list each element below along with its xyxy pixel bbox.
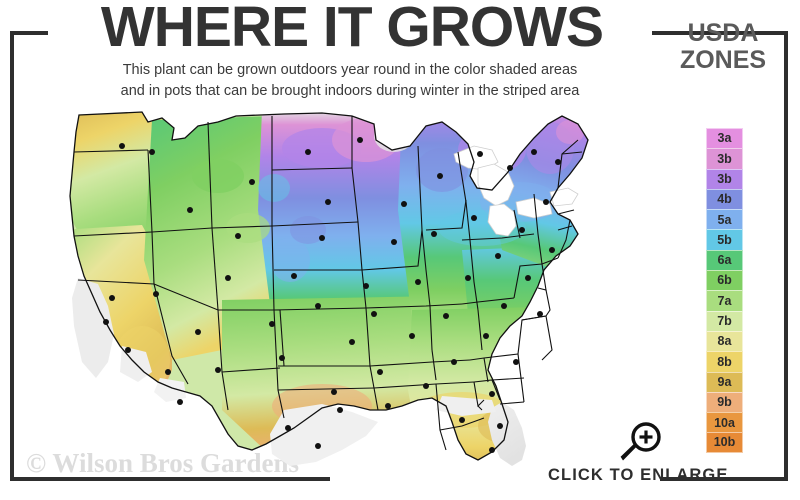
zone-swatch-8a: 8a <box>706 330 743 352</box>
zone-swatch-3b-b: 3b <box>706 168 743 189</box>
magnifier-plus-icon[interactable] <box>618 420 664 466</box>
zone-swatch-8b: 8b <box>706 351 743 372</box>
usda-zone-legend: 3a 3b 3b 4b 5a 5b 6a 6b 7a 7b 8a 8b 9a 9b 10a 10b <box>706 128 743 453</box>
zone-swatch-5a: 5a <box>706 209 743 230</box>
state-borders <box>73 116 583 451</box>
national-outline <box>69 111 589 461</box>
subtitle: This plant can be grown outdoors year ro… <box>40 60 660 101</box>
hardiness-zone-map[interactable] <box>22 110 652 470</box>
watermark-credit: © Wilson Bros Gardens <box>26 448 299 478</box>
zone-swatch-9a: 9a <box>706 371 743 392</box>
zone-swatch-4b: 4b <box>706 188 743 210</box>
zone-swatch-5b: 5b <box>706 229 743 250</box>
page-title: WHERE IT GROWS <box>100 0 604 59</box>
frame-bottom-right-segment <box>660 477 788 481</box>
frame-left-edge <box>10 31 14 481</box>
zone-swatch-9b: 9b <box>706 391 743 413</box>
subtitle-line-1: This plant can be grown outdoors year ro… <box>122 62 578 78</box>
zone-swatch-10b: 10b <box>706 432 743 453</box>
zone-swatch-7a: 7a <box>706 290 743 311</box>
uncolored-pot-regions <box>72 278 526 466</box>
frame-bottom-left-segment <box>10 477 330 481</box>
legend-title-line-2: ZONES <box>679 46 767 74</box>
zone-swatch-6b: 6b <box>706 270 743 291</box>
city-markers <box>103 137 561 453</box>
zone-swatch-3b-a: 3b <box>706 148 743 169</box>
zone-swatch-6a: 6a <box>706 249 743 271</box>
legend-title: USDA ZONES <box>655 20 791 74</box>
zone-swatch-7b: 7b <box>706 310 743 331</box>
click-to-enlarge-label[interactable]: CLICK TO ENLARGE <box>548 466 729 484</box>
zone-swatch-3a: 3a <box>706 128 743 149</box>
frame-top-left-segment <box>10 31 48 35</box>
subtitle-line-2: and in pots that can be brought indoors … <box>120 82 580 99</box>
frame-top-right-segment <box>652 31 788 35</box>
frame-right-edge <box>784 31 788 481</box>
legend-title-line-1: USDA <box>687 19 759 47</box>
zone-swatch-10a: 10a <box>706 412 743 433</box>
map-svg <box>69 111 589 466</box>
